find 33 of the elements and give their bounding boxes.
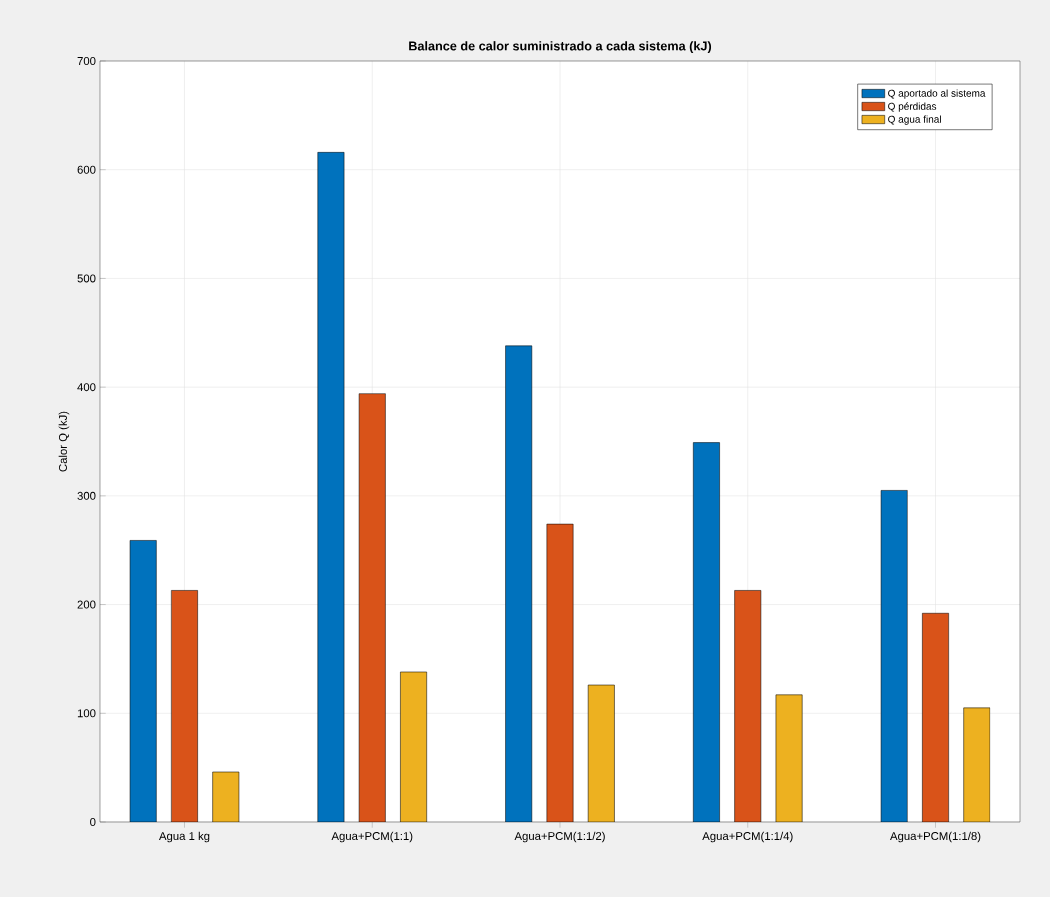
bar bbox=[880, 490, 908, 822]
x-tick-label: Agua+PCM(1:1) bbox=[331, 831, 413, 843]
x-tick-label: Agua+PCM(1:1/2) bbox=[514, 831, 605, 843]
y-axis-title: Calor Q (kJ) bbox=[58, 411, 70, 472]
bar bbox=[171, 590, 198, 822]
bar bbox=[129, 540, 157, 822]
y-tick-label: 200 bbox=[77, 600, 96, 609]
bar bbox=[212, 771, 240, 822]
y-tick-label: 100 bbox=[77, 709, 96, 718]
bar bbox=[693, 442, 720, 822]
bar bbox=[963, 707, 991, 822]
y-tick-label: 0 bbox=[90, 818, 96, 826]
bar bbox=[546, 523, 574, 822]
y-tick-label: 600 bbox=[77, 165, 96, 174]
y-tick-label: 400 bbox=[77, 383, 96, 392]
y-tick-label: 700 bbox=[77, 56, 96, 65]
bar bbox=[775, 694, 803, 822]
x-tick-label: Agua+PCM(1:1/4) bbox=[702, 831, 793, 843]
y-tick-label: 300 bbox=[77, 491, 96, 500]
bar bbox=[317, 152, 345, 822]
chart-title: Balance de calor suministrado a cada sistema (kJ) bbox=[409, 41, 712, 53]
bar bbox=[587, 684, 615, 822]
y-tick-label: 500 bbox=[77, 274, 96, 283]
bar bbox=[400, 671, 427, 822]
bar bbox=[922, 613, 949, 822]
bar bbox=[734, 590, 762, 822]
legend-label: Q agua final bbox=[888, 115, 941, 125]
legend-label: Q aportado al sistema bbox=[888, 89, 986, 99]
bar bbox=[358, 393, 386, 822]
bar bbox=[505, 345, 533, 822]
legend-label: Q pérdidas bbox=[888, 102, 937, 112]
x-tick-label: Agua 1 kg bbox=[158, 831, 210, 843]
x-tick-label: Agua+PCM(1:1/8) bbox=[890, 831, 981, 843]
